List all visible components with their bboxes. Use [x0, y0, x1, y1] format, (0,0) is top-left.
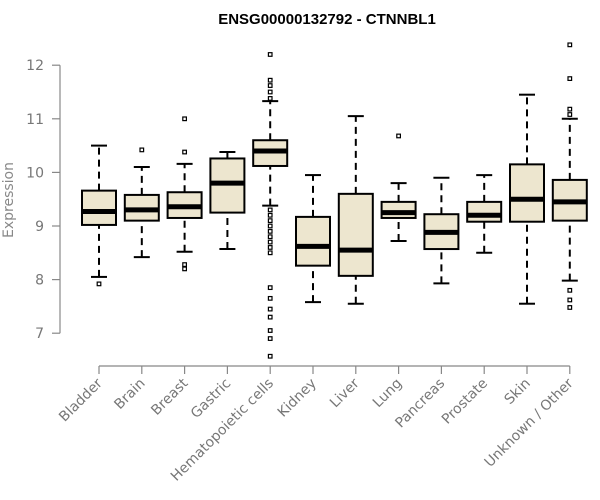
outlier-point [567, 42, 573, 48]
outlier-point [267, 336, 273, 341]
box-group [466, 174, 503, 254]
box-group [166, 116, 203, 272]
outlier-point [567, 305, 573, 310]
iqr-box [380, 200, 417, 219]
x-tick-label: Breast [148, 375, 192, 419]
outlier-point [267, 96, 273, 101]
outlier-point [267, 83, 273, 88]
outlier-point [267, 218, 273, 224]
box-group [509, 93, 545, 305]
outlier-point [267, 295, 273, 301]
y-tick-label: 11 [26, 112, 44, 128]
iqr-box [81, 189, 117, 226]
outlier-point [267, 228, 273, 234]
outlier-point [267, 207, 273, 213]
outlier-point [567, 287, 573, 293]
x-tick-label: Liver [327, 375, 363, 411]
outlier-point [182, 149, 188, 155]
box-group [295, 174, 331, 304]
outlier-point [267, 245, 273, 250]
outlier-point [267, 234, 273, 240]
x-tick-label: Lung [370, 376, 405, 411]
outlier-point [96, 281, 102, 287]
iqr-box [466, 200, 503, 223]
box-group [81, 144, 117, 287]
box-group [551, 42, 588, 310]
x-tick-label: Prostate [439, 376, 491, 428]
outlier-point [567, 106, 573, 112]
box-group [209, 151, 246, 251]
outlier-point [267, 285, 273, 291]
outlier-point [267, 353, 273, 359]
outlier-point [396, 133, 401, 139]
outlier-point [139, 147, 145, 153]
outlier-point [267, 77, 273, 83]
outlier-point [267, 212, 273, 218]
box-group [123, 147, 160, 259]
chart-title: ENSG00000132792 - CTNNBL1 [218, 11, 436, 28]
y-tick-label: 7 [35, 326, 44, 342]
outlier-point [567, 112, 573, 117]
y-tick-label: 12 [26, 58, 44, 74]
x-tick-label: Skin [501, 376, 533, 408]
iqr-box [337, 192, 374, 277]
outlier-point [267, 314, 273, 320]
outlier-point [567, 76, 573, 82]
outlier-point [182, 116, 188, 122]
y-axis-label: Expression [1, 162, 17, 238]
outlier-point [267, 223, 273, 229]
outlier-point [267, 306, 273, 312]
outlier-point [567, 297, 573, 303]
y-tick-label: 10 [26, 165, 44, 181]
iqr-box [509, 163, 545, 223]
box-group [423, 176, 460, 285]
box-group [337, 115, 374, 305]
outlier-point [267, 239, 273, 245]
outlier-point [267, 250, 273, 256]
outlier-point [182, 262, 188, 267]
outlier-point [267, 89, 273, 95]
y-tick-label: 9 [35, 219, 44, 235]
outlier-point [267, 52, 273, 57]
y-tick-label: 8 [35, 273, 44, 289]
boxes [81, 42, 588, 359]
box-group [252, 52, 289, 359]
box-group [380, 133, 417, 243]
x-tick-label: Bladder [56, 375, 106, 425]
outlier-point [182, 266, 188, 272]
iqr-box [295, 215, 331, 267]
x-tick-label: Brain [111, 376, 148, 413]
x-tick-label: Kidney [275, 376, 320, 421]
outlier-point [267, 328, 273, 333]
